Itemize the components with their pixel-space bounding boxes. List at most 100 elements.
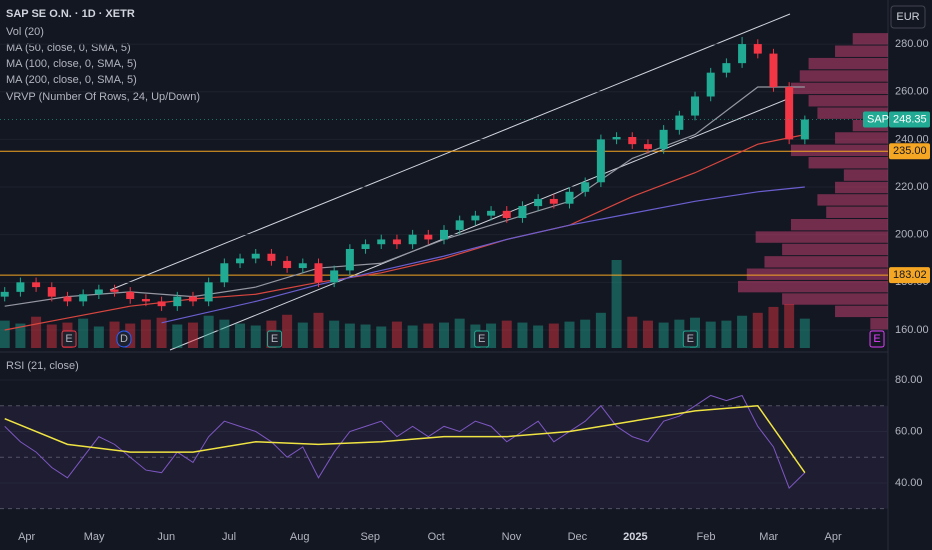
y-tick-label: 220.00 (895, 181, 929, 193)
candle-body (753, 44, 762, 54)
y-tick-label: 240.00 (895, 133, 929, 145)
volume-profile-bar (790, 218, 888, 231)
volume-bar (658, 322, 669, 348)
volume-profile-bar (808, 95, 888, 107)
price-tag-name: SAP (867, 113, 889, 125)
volume-bar (172, 324, 183, 348)
event-marker (267, 330, 283, 348)
candle-body (534, 198, 543, 207)
y-tick-label: 80.00 (895, 374, 923, 386)
volume-bar (799, 318, 810, 348)
volume-bar (454, 318, 465, 348)
volume-bar (627, 316, 638, 348)
currency[interactable]: EUR (896, 11, 919, 23)
volume-bar (15, 323, 26, 348)
volume-bar (721, 320, 732, 348)
candle-body (220, 263, 229, 283)
candle-body (188, 296, 197, 302)
volume-bar (580, 319, 591, 348)
event-marker (116, 330, 132, 348)
x-tick-label: Jun (157, 531, 175, 543)
volume-bar (250, 325, 261, 348)
price-tag (863, 111, 888, 128)
candle-body (800, 119, 809, 140)
volume-bar (564, 321, 575, 348)
candle-body (141, 299, 150, 302)
volume-bar (486, 323, 497, 348)
volume-bar (235, 323, 246, 348)
level-label: 235.00 (893, 145, 927, 157)
volume-bar (501, 320, 512, 348)
candle-body (126, 291, 135, 300)
y-tick-label: 260.00 (895, 86, 929, 98)
volume-bar (407, 325, 418, 348)
candle-body (518, 206, 527, 219)
candle-body (785, 86, 794, 140)
volume-bar (93, 326, 104, 348)
volume-bar (642, 320, 653, 348)
x-tick-label: Nov (502, 531, 522, 543)
event-marker (474, 330, 490, 348)
volume-profile-bar (870, 318, 888, 330)
line (161, 186, 805, 324)
x-tick-label: 2025 (623, 531, 647, 543)
line (4, 134, 805, 331)
candle-body (377, 239, 386, 245)
candle-body (47, 287, 56, 297)
level-tag (889, 143, 930, 160)
volume-bar (737, 315, 748, 348)
symbol: SAP SE O.N. · 1D · XETR (6, 8, 135, 20)
volume-profile-bar (764, 256, 888, 268)
x-tick-label: Jul (222, 531, 236, 543)
event-label: E (873, 333, 880, 345)
candle-body (722, 63, 731, 73)
volume-bar (705, 321, 716, 348)
volume-bar (768, 306, 779, 348)
volume-profile-bar (826, 206, 888, 218)
currency-button[interactable] (890, 5, 926, 29)
volume-bar (313, 312, 324, 348)
volume-bar (376, 326, 387, 348)
candle-body (63, 296, 72, 302)
volume-profile-bar (808, 57, 888, 70)
y-tick-label: 200.00 (895, 229, 929, 241)
volume-bar (140, 319, 151, 348)
volume-bar (423, 323, 434, 348)
volume-bar (109, 321, 120, 348)
event-marker (682, 330, 698, 348)
trend-line (109, 13, 791, 291)
volume-profile-bar (817, 194, 888, 206)
candle-body (565, 191, 574, 204)
volume-profile-bar (738, 280, 888, 293)
volume-profile-bar (790, 144, 888, 157)
volume-bar (360, 324, 371, 348)
legend-item: MA (50, close, 0, SMA, 5) (6, 42, 131, 54)
y-tick-label: 160.00 (895, 324, 929, 336)
y-tick-label: 60.00 (895, 425, 923, 437)
volume-bar (156, 317, 167, 348)
candle-body (298, 263, 307, 269)
candle-body (691, 96, 700, 116)
trend-line (169, 97, 791, 351)
volume-bar (282, 314, 293, 348)
candle-body (283, 260, 292, 269)
candle-body (502, 210, 511, 219)
volume-profile-bar (755, 231, 888, 243)
volume-profile-bar (799, 70, 888, 82)
legend-item: MA (100, close, 0, SMA, 5) (6, 58, 137, 70)
candle-body (440, 229, 448, 240)
candle-body (659, 129, 668, 149)
candle-body (612, 136, 621, 140)
legend-item: Vol (20) (6, 26, 44, 38)
volume-bar (297, 322, 308, 348)
candle-body (236, 258, 245, 264)
candle-body (471, 215, 480, 221)
level-label: 183.02 (893, 269, 927, 281)
candle-body (549, 198, 558, 204)
volume-profile-bar (790, 82, 888, 95)
event-label: E (687, 333, 694, 345)
line (4, 86, 805, 307)
volume-bar (548, 323, 559, 348)
volume-profile-bar (835, 181, 888, 194)
